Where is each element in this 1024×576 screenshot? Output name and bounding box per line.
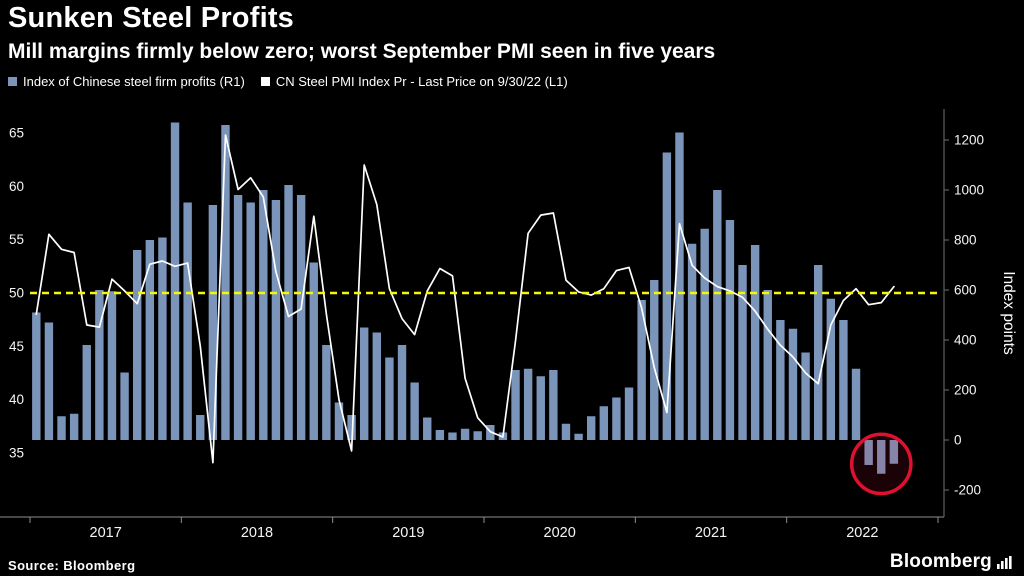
svg-text:1000: 1000 <box>954 183 984 198</box>
legend-item-pmi: CN Steel PMI Index Pr - Last Price on 9/… <box>260 74 568 89</box>
svg-text:60: 60 <box>9 179 24 194</box>
pmi-series-swatch-icon <box>260 77 270 86</box>
svg-text:400: 400 <box>954 333 977 348</box>
svg-text:600: 600 <box>954 283 977 298</box>
svg-text:2021: 2021 <box>695 525 727 541</box>
svg-text:65: 65 <box>9 126 24 141</box>
svg-text:35: 35 <box>9 446 24 461</box>
legend-profits-label: Index of Chinese steel firm profits (R1) <box>23 74 245 89</box>
legend-pmi-label: CN Steel PMI Index Pr - Last Price on 9/… <box>275 74 568 89</box>
svg-text:45: 45 <box>9 339 24 354</box>
chart-canvas: 35 40 45 50 55 60 65 -200 0 200 400 600 800 1000 1200 2… <box>0 109 1017 541</box>
svg-text:50: 50 <box>9 286 24 301</box>
legend-item-profits: Index of Chinese steel firm profits (R1) <box>8 74 245 89</box>
svg-text:2018: 2018 <box>241 525 273 541</box>
svg-text:1200: 1200 <box>954 133 984 148</box>
svg-text:2019: 2019 <box>392 525 424 541</box>
svg-text:2022: 2022 <box>846 525 878 541</box>
page-title: Sunken Steel Profits <box>8 2 295 34</box>
svg-text:-200: -200 <box>954 483 981 498</box>
footer-bar: Source: Bloomberg Bloomberg <box>8 551 1012 573</box>
chart-legend: Index of Chinese steel firm profits (R1)… <box>8 74 568 89</box>
source-note: Source: Bloomberg <box>8 558 136 573</box>
svg-text:Index points: Index points <box>1000 271 1017 355</box>
bloomberg-terminal-bars-icon <box>997 555 1012 569</box>
page-subtitle: Mill margins firmly below zero; worst Se… <box>8 40 716 63</box>
chart-area: 35 40 45 50 55 60 65 -200 0 200 400 600 800 1000 1200 2… <box>0 95 1024 547</box>
svg-text:0: 0 <box>954 433 962 448</box>
bloomberg-wordmark: Bloomberg <box>889 551 992 572</box>
svg-text:55: 55 <box>9 232 24 247</box>
bloomberg-logo: Bloomberg <box>890 551 1012 573</box>
svg-text:200: 200 <box>954 383 977 398</box>
profits-series-swatch-icon <box>8 77 17 86</box>
svg-text:800: 800 <box>954 233 977 248</box>
svg-text:2017: 2017 <box>90 525 122 541</box>
svg-text:40: 40 <box>9 392 24 407</box>
svg-text:2020: 2020 <box>544 525 576 541</box>
